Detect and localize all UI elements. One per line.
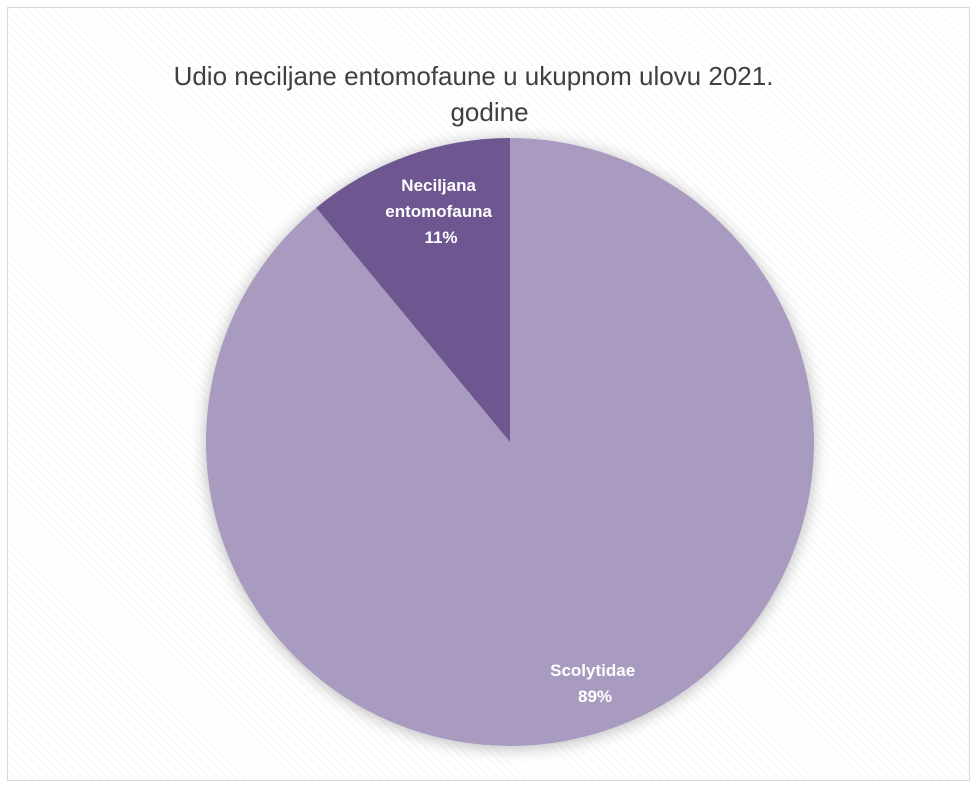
data-label-neciljana-percent: 11%: [424, 228, 457, 247]
pie-slice-scolytidae: [205, 138, 814, 746]
chart-title-line-2: godine: [450, 97, 529, 127]
data-label-scolytidae-percent: 89%: [578, 687, 612, 706]
chart-area: Udio neciljane entomofaune u ukupnom ulo…: [7, 7, 970, 781]
chart-title: Udio neciljane entomofaune u ukupnom ulo…: [8, 58, 969, 130]
data-label-scolytidae: Scolytidae 89%: [550, 661, 640, 706]
data-label-scolytidae-name: Scolytidae: [550, 661, 635, 680]
data-label-neciljana-line-1: Neciljana: [401, 176, 476, 195]
chart-title-line-1: Udio neciljane entomofaune u ukupnom ulo…: [173, 61, 774, 91]
pie-chart: Scolytidae 89% Neciljana entomofauna 11%: [205, 138, 814, 746]
pie-slice-neciljana-entomofauna: [316, 138, 510, 442]
data-label-neciljana-entomofauna: Neciljana entomofauna 11%: [385, 176, 496, 247]
data-label-neciljana-line-2: entomofauna: [385, 202, 492, 221]
